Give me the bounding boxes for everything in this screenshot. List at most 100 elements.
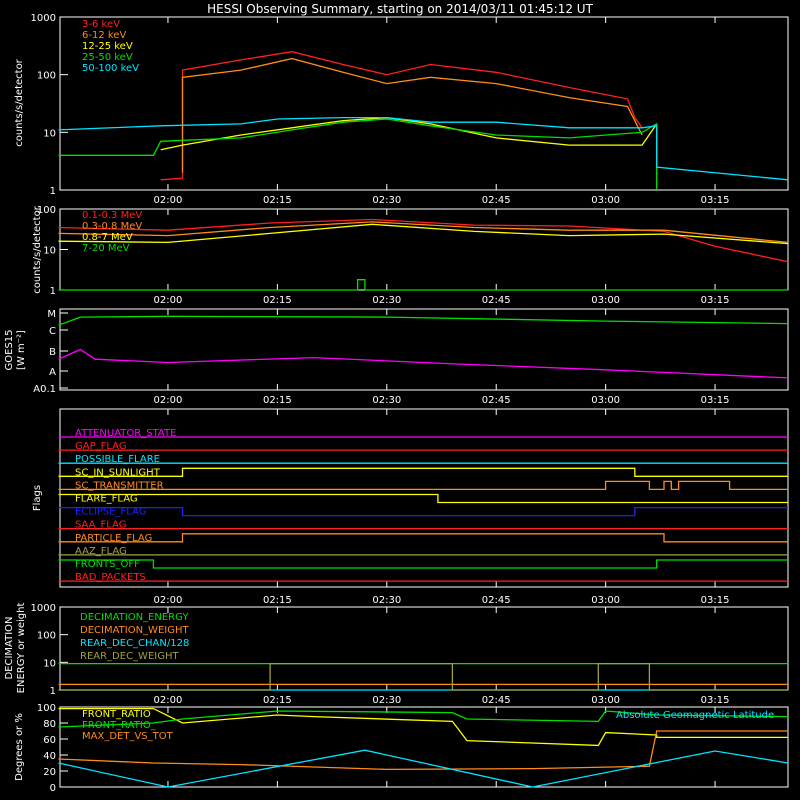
count-rate-legend-entry: 3-6 keV [82, 19, 120, 30]
goes-x-tick-label: 02:00 [154, 395, 183, 406]
ratios-y-tick-label: 20 [43, 767, 56, 778]
goes-y-tick-label: C [49, 326, 56, 337]
ratios-y-tick-label: 100 [37, 703, 56, 714]
ratios-panel: 0 20 40 60 80 100 Degrees or % FRONT_RATIOFRONT… [14, 703, 789, 794]
high-energy-series-line [58, 223, 789, 245]
ratios-series-line [58, 710, 789, 728]
flags-y-axis-label: Flags [32, 485, 43, 511]
ratios-y-axis-label: Degrees or % [14, 713, 25, 781]
high-energy-y-tick-label: 100 [37, 205, 56, 216]
count-rate-x-tick-label: 02:45 [482, 195, 511, 206]
high-energy-legend-entry: 0.8-7 MeV [82, 232, 133, 243]
decimation-legend-entry: REAR_DEC_CHAN/128 [80, 638, 189, 649]
count-rate-series-line [181, 57, 643, 173]
flag-label: AAZ_FLAG [75, 546, 127, 557]
ratios-y-tick-label: 0 [50, 783, 56, 794]
decimation-x-tick-label: 03:00 [591, 695, 620, 706]
high-energy-y-axis-label: counts/s/detector [32, 205, 43, 293]
high-energy-panel: 1 10 100 02:00 02:15 02:30 02:45 03:00 03:15 coun… [32, 205, 789, 306]
decimation-x-tick-label: 02:45 [482, 695, 511, 706]
count-rate-series-line [160, 51, 643, 181]
flag-line [58, 533, 788, 543]
flag-line [58, 493, 788, 504]
count-rate-legend-entry: 25-50 keV [82, 52, 133, 63]
high-energy-legend-entry: 0.3-0.8 MeV [82, 221, 142, 232]
ratios-legend-entry: Absolute Geomagnetic Latitude [616, 710, 774, 721]
ratios-series-line [58, 749, 789, 788]
decimation-y-tick-label: 100 [37, 631, 56, 642]
decimation-x-tick-label: 03:15 [701, 695, 730, 706]
decimation-y-axis-label: DECIMATION [4, 616, 15, 679]
count-rate-series-line [58, 116, 789, 181]
high-energy-legend-entry: 0.1-0.3 MeV [82, 210, 142, 221]
count-rate-y-tick-label: 1000 [31, 13, 56, 24]
flag-label: SAA_FLAG [75, 520, 126, 531]
decimation-x-tick-label: 02:30 [372, 695, 401, 706]
flag-label: PARTICLE_FLAG [75, 533, 152, 544]
count-rate-panel: 1 10 100 1000 02:00 02:15 02:30 02:45 03:00 03:15… [14, 13, 789, 206]
count-rate-x-tick-label: 02:30 [372, 195, 401, 206]
flags-x-tick-label: 02:00 [154, 595, 183, 606]
ratios-legend-entry: FRONT_RATIO [82, 709, 151, 720]
count-rate-x-tick-label: 02:00 [154, 195, 183, 206]
count-rate-legend-entry: 50-100 keV [82, 63, 139, 74]
count-rate-x-tick-label: 02:15 [263, 195, 292, 206]
flags-x-tick-label: 02:45 [482, 595, 511, 606]
high-energy-x-tick-label: 02:45 [482, 295, 511, 306]
flag-line [58, 467, 788, 477]
high-energy-series-line [58, 221, 789, 244]
decimation-legend-entry: DECIMATION_ENERGY [80, 612, 189, 623]
high-energy-y-tick-label: 10 [43, 246, 56, 257]
flags-frame [59, 408, 789, 588]
decimation-legend-entry: DECIMATION_WEIGHT [80, 625, 189, 636]
high-energy-series-line [58, 218, 789, 263]
decimation-legend-entry: REAR_DEC_WEIGHT [80, 651, 179, 662]
count-rate-y-tick-label: 1 [50, 186, 56, 197]
high-energy-x-tick-label: 02:15 [263, 295, 292, 306]
count-rate-y-tick-label: 10 [43, 128, 56, 139]
count-rate-frame [59, 16, 789, 191]
high-energy-legend-entry: 7-20 MeV [82, 243, 130, 254]
flags-x-tick-label: 03:00 [591, 595, 620, 606]
goes-x-tick-label: 03:15 [701, 395, 730, 406]
high-energy-x-tick-label: 02:30 [372, 295, 401, 306]
flag-line [58, 480, 788, 491]
decimation-series-line [58, 662, 788, 691]
flag-label: SC_TRANSMITTER [75, 480, 164, 491]
flag-label: BAD_PACKETS [75, 572, 146, 583]
ratios-y-tick-label: 80 [43, 719, 56, 730]
flag-label: ECLIPSE_FLAG [75, 507, 146, 518]
high-energy-series-line [58, 279, 788, 291]
flag-label: SC_IN_SUNLIGHT [75, 467, 161, 478]
goes-y-axis-label: GOES15 [4, 329, 15, 370]
high-energy-x-tick-label: 03:00 [591, 295, 620, 306]
flags-x-tick-label: 03:15 [701, 595, 730, 606]
goes-y-tick-label: A0.1 [33, 384, 56, 395]
goes-x-tick-label: 02:15 [263, 395, 292, 406]
goes-frame [59, 308, 789, 391]
high-energy-y-tick-label: 1 [50, 286, 56, 297]
goes-y-tick-label: A [49, 367, 56, 378]
ratios-y-tick-label: 40 [43, 751, 56, 762]
goes-y-tick-label: M [47, 309, 56, 320]
count-rate-legend-entry: 6-12 keV [82, 30, 126, 41]
decimation-x-tick-label: 02:15 [263, 695, 292, 706]
flag-label: FLARE_FLAG [75, 494, 138, 505]
count-rate-x-tick-label: 03:00 [591, 195, 620, 206]
ratios-legend-entry: FRONT_RATIO_ [82, 720, 157, 731]
flags-panel: 02:00 02:15 02:30 02:45 03:00 03:15 Flags ATTEN… [32, 408, 789, 606]
flag-line [58, 506, 788, 517]
flags-x-tick-label: 02:15 [263, 595, 292, 606]
goes-y-tick-label: B [49, 347, 56, 358]
goes-x-tick-label: 02:30 [372, 395, 401, 406]
goes-x-tick-label: 03:00 [591, 395, 620, 406]
decimation-y-tick-label: 10 [43, 658, 56, 669]
goes-series-line [58, 315, 789, 326]
decimation-x-tick-label: 02:00 [154, 695, 183, 706]
ratios-series-line [58, 730, 788, 771]
decimation-y-tick-label: 1000 [31, 603, 56, 614]
chart-title: HESSI Observing Summary, starting on 201… [207, 2, 593, 16]
